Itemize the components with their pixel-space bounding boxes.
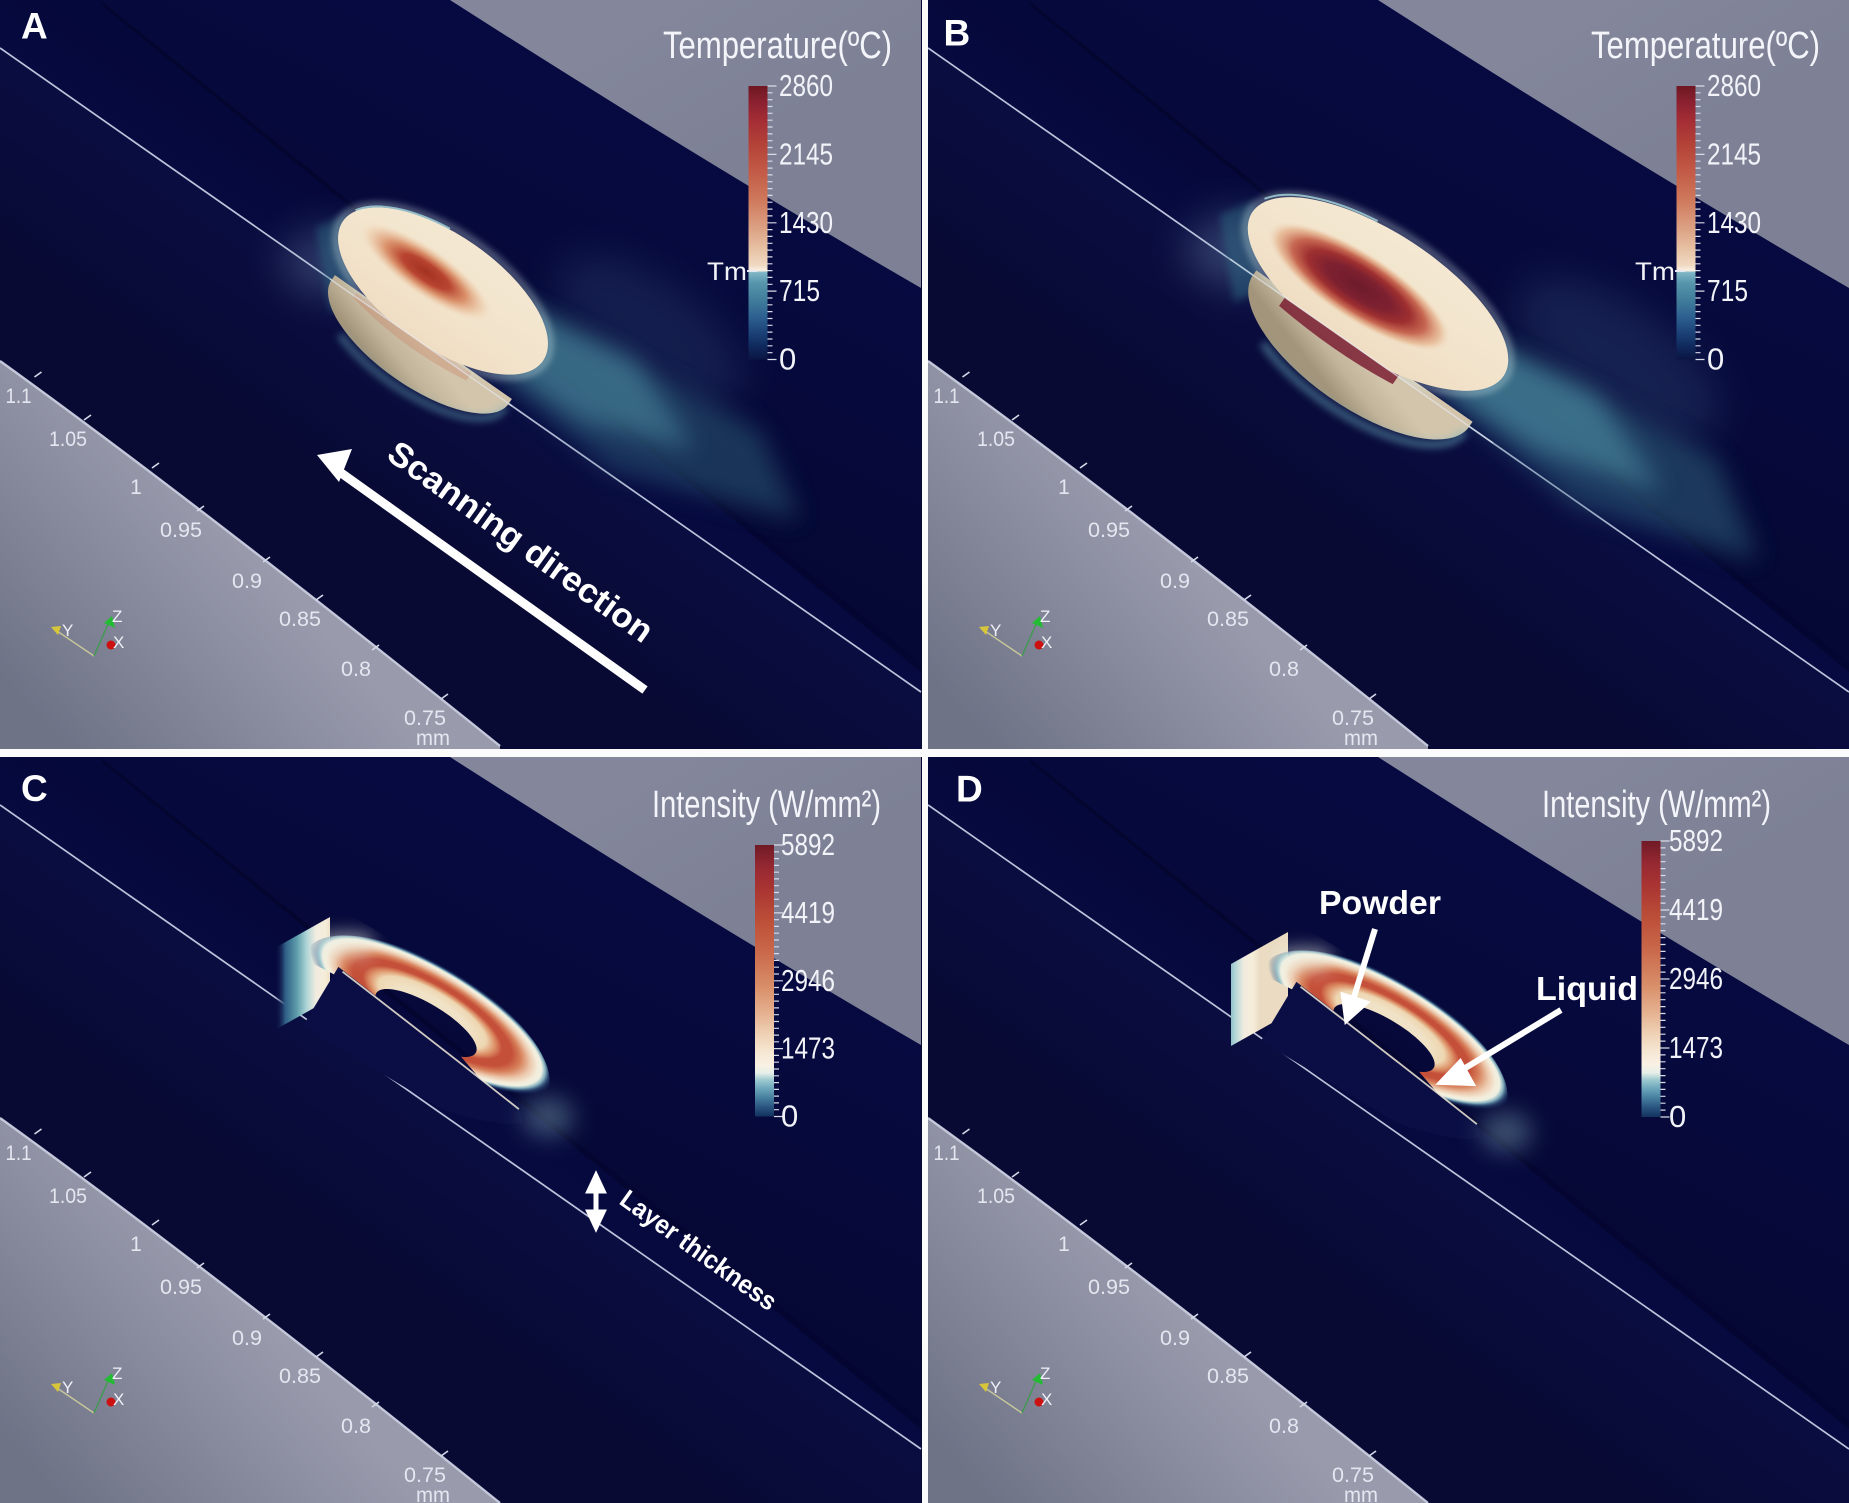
svg-text:Tm: Tm: [707, 258, 747, 286]
svg-text:2860: 2860: [779, 68, 833, 103]
svg-text:5892: 5892: [1669, 823, 1723, 858]
svg-text:Temperature(ºC): Temperature(ºC): [663, 25, 892, 67]
svg-text:1430: 1430: [1707, 205, 1761, 240]
svg-text:1473: 1473: [781, 1031, 835, 1066]
svg-text:A: A: [21, 6, 48, 47]
svg-text:0: 0: [1707, 342, 1724, 377]
svg-text:0: 0: [781, 1099, 798, 1134]
svg-text:4419: 4419: [1669, 892, 1723, 927]
svg-text:2145: 2145: [779, 136, 833, 171]
svg-text:B: B: [944, 13, 971, 54]
svg-text:Intensity (W/mm²): Intensity (W/mm²): [1542, 784, 1771, 826]
svg-text:2946: 2946: [781, 963, 835, 998]
svg-text:Intensity (W/mm²): Intensity (W/mm²): [652, 784, 881, 826]
svg-text:Powder: Powder: [1319, 884, 1441, 921]
svg-text:5892: 5892: [781, 827, 835, 862]
svg-text:2946: 2946: [1669, 961, 1723, 996]
svg-text:1430: 1430: [779, 205, 833, 240]
svg-text:Liquid: Liquid: [1536, 970, 1638, 1007]
svg-text:D: D: [956, 769, 983, 810]
svg-text:0: 0: [779, 342, 796, 377]
svg-text:2860: 2860: [1707, 68, 1761, 103]
svg-text:Temperature(ºC): Temperature(ºC): [1591, 25, 1820, 67]
svg-text:715: 715: [1707, 273, 1748, 308]
svg-text:Tm: Tm: [1635, 258, 1675, 286]
svg-text:C: C: [21, 768, 48, 809]
svg-text:4419: 4419: [781, 895, 835, 930]
svg-text:1473: 1473: [1669, 1030, 1723, 1065]
svg-text:2145: 2145: [1707, 136, 1761, 171]
svg-text:0: 0: [1669, 1099, 1686, 1134]
svg-text:715: 715: [779, 273, 820, 308]
